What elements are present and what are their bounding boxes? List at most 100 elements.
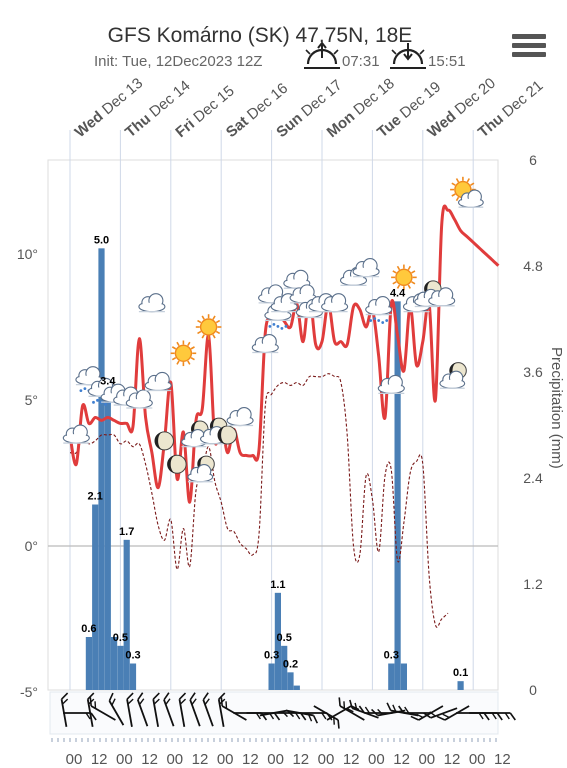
precip-label: 0.6: [81, 623, 96, 635]
cloud-rain-icon: [365, 296, 393, 324]
precip-bar: [268, 663, 275, 690]
precip-tick-label: 2.4: [523, 470, 543, 486]
wind-barb-icon: [126, 692, 134, 727]
hour-tick-label: 12: [91, 751, 108, 768]
hour-ticks: 00 12 00 12 00 12 00 12 00 12 00 12 00 12 00 12 00 12: [66, 751, 511, 768]
hour-tick-label: 12: [141, 751, 158, 768]
sun-icon: [391, 264, 417, 291]
precip-bar: [117, 645, 124, 690]
menu-bar-icon: [512, 43, 546, 48]
precip-label: 0.3: [384, 650, 399, 662]
temp-tick-label: -5°: [20, 684, 38, 700]
precip-label: 0.2: [283, 658, 298, 670]
precipitation-axis-title: Precipitation (mm): [548, 347, 565, 469]
hour-tick-label: 00: [116, 751, 133, 768]
menu-bar-icon: [512, 52, 546, 57]
hour-tick-label: 00: [166, 751, 183, 768]
wind-barb-icon: [326, 705, 360, 721]
dewpoint-line: [69, 373, 449, 628]
wind-barb-icon: [108, 692, 125, 726]
sun-icon: [195, 314, 222, 340]
moon-cloud-icon: [187, 455, 215, 483]
hour-tick-label: 00: [368, 751, 385, 768]
sun-cloud-icon: [450, 176, 484, 208]
hour-tick-label: 00: [267, 751, 284, 768]
sunset-time: 15:51: [428, 53, 466, 70]
axes: -5° 0° 5° 10° 0 1.2 2.4 3.6 4.8 6: [17, 152, 543, 700]
wind-barb-icon: [482, 712, 516, 721]
precip-bar: [129, 663, 137, 690]
moon-icon: [167, 454, 187, 474]
precip-tick-label: 0: [529, 682, 537, 698]
precip-label: 0.3: [125, 650, 140, 662]
hour-tick-label: 00: [469, 751, 486, 768]
precip-bar: [111, 637, 118, 690]
init-label: Init: Tue, 12Dec2023 12Z: [94, 53, 262, 70]
precipitation-bars: [85, 248, 464, 691]
wind-barbs: [49, 691, 516, 742]
precip-label: 0.5: [113, 632, 128, 644]
hour-tick-label: 00: [318, 751, 335, 768]
precip-label: 0.1: [453, 667, 468, 679]
wind-barb-icon: [89, 697, 116, 721]
chart-title: GFS Komárno (SK) 47.75N, 18E: [108, 24, 413, 47]
grid: [47, 130, 499, 691]
wind-barb-icon: [313, 705, 340, 729]
precip-label: 2.1: [88, 491, 103, 503]
weather-icons: [62, 176, 484, 483]
temp-tick-label: 0°: [25, 538, 38, 554]
menu-bar-icon: [512, 34, 546, 39]
precip-tick-label: 1.2: [523, 576, 543, 592]
wind-barb-icon: [163, 692, 175, 727]
hour-tick-label: 00: [418, 751, 435, 768]
hour-tick-label: 12: [343, 751, 360, 768]
hour-tick-label: 12: [393, 751, 410, 768]
wind-barb-icon: [202, 692, 214, 727]
precip-label: 5.0: [94, 234, 109, 246]
wind-barb-icon: [338, 697, 365, 721]
precip-bar: [457, 681, 464, 690]
precip-bar: [287, 672, 294, 690]
cloud-icon: [125, 389, 153, 409]
cloud-icon: [138, 293, 166, 313]
precip-label: 3.4: [100, 376, 116, 388]
wind-barb-icon: [371, 708, 406, 717]
precip-tick-label: 4.8: [523, 258, 543, 274]
precip-bar: [293, 685, 300, 690]
wind-barb-icon: [136, 692, 149, 727]
wind-barb-icon: [63, 712, 97, 721]
precip-bar: [85, 637, 92, 690]
precip-bar: [123, 539, 130, 690]
cloud-icon: [352, 258, 380, 278]
hour-tick-label: 12: [494, 751, 511, 768]
hour-tick-label: 12: [242, 751, 259, 768]
menu-button[interactable]: [512, 34, 546, 62]
precip-tick-label: 3.6: [523, 364, 543, 380]
precip-bar: [104, 389, 111, 690]
precip-bar: [92, 504, 99, 690]
sunrise-time: 07:31: [342, 53, 380, 70]
cloud-icon: [289, 284, 317, 304]
sunset-icon: [390, 43, 426, 69]
init-line: Init: Tue, 12Dec2023 12Z 07:31 15:51: [94, 41, 466, 70]
precip-label: 0.5: [277, 632, 292, 644]
temp-tick-label: 10°: [17, 246, 38, 262]
cloud-icon: [62, 424, 90, 444]
cloud-icon: [428, 287, 456, 307]
wind-barb-icon: [178, 692, 187, 727]
moon-cloud-icon: [439, 362, 467, 389]
cloud-icon: [339, 266, 368, 287]
hour-tick-label: 12: [192, 751, 209, 768]
precip-label: 4.4: [390, 287, 406, 299]
hour-tick-label: 12: [292, 751, 309, 768]
cloud-icon: [321, 293, 349, 313]
precip-bar: [98, 248, 105, 691]
wind-barb-icon: [398, 705, 432, 714]
temperature-lines: [68, 204, 500, 628]
cloud-icon: [270, 293, 298, 313]
wind-barb-icon: [152, 692, 160, 727]
precip-bar: [281, 645, 288, 690]
precip-bar: [388, 663, 395, 690]
sun-icon: [170, 340, 197, 367]
cloud-icon: [226, 406, 254, 427]
